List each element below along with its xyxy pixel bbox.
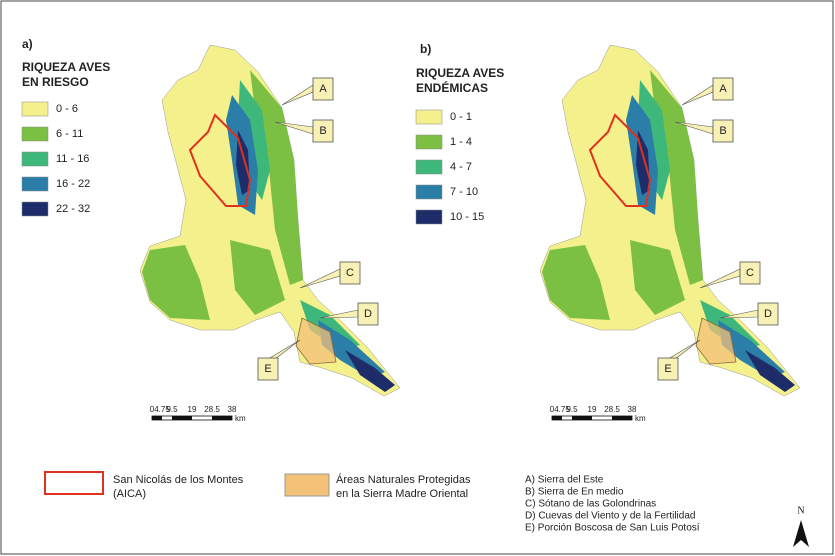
callout-label: A — [719, 83, 727, 95]
legend-swatch — [415, 134, 443, 150]
legend-title: ENDÉMICAS — [416, 80, 488, 95]
callout-box — [257, 357, 279, 381]
aica-outline — [588, 113, 652, 207]
site-label: E) Porción Boscosa de San Luis Potosí — [525, 523, 700, 534]
legend-label: 22 - 32 — [56, 203, 90, 215]
legend-label: 0 - 1 — [450, 111, 472, 123]
anp-area — [695, 317, 737, 365]
callout-label: A — [319, 83, 327, 95]
scale-segment — [572, 416, 592, 420]
site-label: B) Sierra de En medio — [525, 487, 624, 498]
map-patch — [630, 240, 685, 315]
site-label: D) Cuevas del Viento y de la Fertilidad — [525, 511, 695, 522]
map-patch — [230, 240, 285, 315]
scale-unit: km — [235, 414, 246, 423]
map-patch — [745, 350, 795, 392]
map-patch — [142, 245, 210, 320]
scale-segment — [552, 416, 562, 420]
legend-title: RIQUEZA AVES — [22, 60, 110, 74]
scale-segment — [152, 416, 162, 420]
map-patch — [718, 320, 785, 378]
scale-tick-label: 0 — [150, 405, 155, 414]
scale-tick-label: 19 — [188, 405, 197, 414]
callout-box — [757, 302, 779, 326]
panel-label: b) — [420, 42, 431, 56]
callout-box — [712, 77, 734, 101]
aica-outline — [188, 113, 252, 207]
scale-tick-label: 9.5 — [566, 405, 578, 414]
scale-segment — [172, 416, 192, 420]
callout-label: B — [319, 125, 326, 137]
legend-swatch — [415, 109, 443, 125]
legend-title: RIQUEZA AVES — [416, 66, 504, 80]
anp-label: Áreas Naturales Protegidas — [336, 473, 471, 486]
scale-tick-label: 4.75 — [154, 405, 170, 414]
callout-box — [712, 119, 734, 143]
anp-swatch — [284, 473, 330, 497]
legend-label: 4 - 7 — [450, 161, 472, 173]
scale-tick-label: 38 — [628, 405, 637, 414]
site-label: A) Sierra del Este — [525, 475, 604, 486]
legend-swatch — [21, 126, 49, 142]
legend-label: 10 - 15 — [450, 211, 484, 223]
callout-box — [357, 302, 379, 326]
map-patch — [345, 350, 395, 392]
callout-label: E — [664, 363, 671, 375]
scale-tick-label: 19 — [588, 405, 597, 414]
scale-tick-label: 0 — [550, 405, 555, 414]
legend-label: 11 - 16 — [56, 153, 89, 165]
callout-label: B — [719, 125, 726, 137]
legend-swatch — [21, 151, 49, 167]
callout-box — [339, 261, 361, 285]
anp-label: en la Sierra Madre Oriental — [336, 488, 468, 500]
aica-label: (AICA) — [113, 488, 146, 500]
site-label: C) Sótano de las Golondrinas — [525, 499, 656, 510]
legend-label: 16 - 22 — [56, 178, 90, 190]
legend-label: 1 - 4 — [450, 136, 472, 148]
scale-tick-label: 9.5 — [166, 405, 178, 414]
scale-segment — [212, 416, 232, 420]
callout-label: D — [764, 308, 772, 320]
callout-label: C — [746, 267, 754, 279]
north-label: N — [797, 505, 804, 516]
scale-tick-label: 28.5 — [204, 405, 220, 414]
anp-area — [295, 317, 337, 365]
scale-tick-label: 38 — [228, 405, 237, 414]
callout-box — [312, 119, 334, 143]
callout-box — [739, 261, 761, 285]
map-patch — [318, 320, 385, 378]
legend-swatch — [415, 184, 443, 200]
callout-label: C — [346, 267, 354, 279]
callout-box — [312, 77, 334, 101]
legend-swatch — [415, 159, 443, 175]
north-arrow — [793, 520, 809, 547]
scale-unit: km — [635, 414, 646, 423]
panel-label: a) — [22, 37, 33, 51]
legend-swatch — [21, 201, 49, 217]
scale-segment — [612, 416, 632, 420]
legend-title: EN RIESGO — [22, 75, 89, 89]
map-patch — [542, 245, 610, 320]
legend-swatch — [21, 176, 49, 192]
scale-tick-label: 4.75 — [554, 405, 570, 414]
legend-label: 7 - 10 — [450, 186, 478, 198]
scale-tick-label: 28.5 — [604, 405, 620, 414]
legend-label: 0 - 6 — [56, 103, 78, 115]
aica-swatch — [44, 471, 104, 495]
legend-swatch — [21, 101, 49, 117]
aica-label: San Nicolás de los Montes — [113, 474, 244, 486]
callout-label: E — [264, 363, 271, 375]
callout-label: D — [364, 308, 372, 320]
legend-swatch — [415, 209, 443, 225]
legend-label: 6 - 11 — [56, 128, 83, 140]
callout-box — [657, 357, 679, 381]
